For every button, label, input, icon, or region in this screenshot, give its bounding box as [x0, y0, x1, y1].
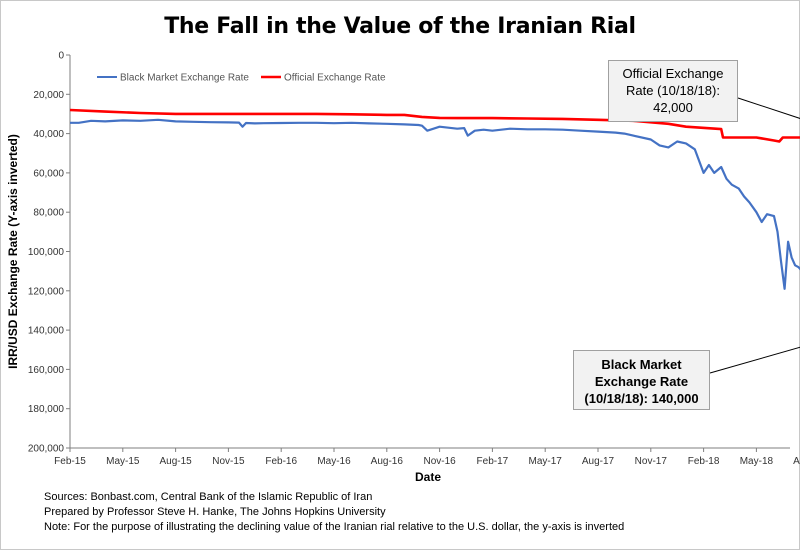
y-tick-label: 160,000	[28, 365, 65, 376]
legend: Black Market Exchange Rate Official Excha…	[97, 73, 386, 84]
y-tick-label: 100,000	[28, 247, 65, 258]
y-tick-label: 120,000	[28, 286, 65, 297]
official-callout-arrow	[737, 97, 800, 119]
legend-item-official-label: Official Exchange Rate	[284, 73, 386, 84]
y-tick-label: 200,000	[28, 444, 65, 455]
axes-layer: 0 20,000 40,000 60,000 80,000 100,000 120,000 1…	[28, 51, 800, 468]
black-market-callout-arrow	[709, 346, 800, 374]
y-tick-label: 40,000	[33, 129, 64, 140]
x-tick-label: Aug-17	[582, 456, 615, 467]
y-tick-label: 80,000	[33, 208, 64, 219]
official-rate-line	[69, 108, 800, 143]
y-tick-label: 180,000	[28, 404, 65, 415]
y-tick-label: 20,000	[33, 90, 64, 101]
footnotes: Sources: Bonbast.com, Central Bank of th…	[44, 490, 624, 535]
legend-item-black-market-label: Black Market Exchange Rate	[120, 73, 249, 84]
x-tick-label: May-16	[317, 456, 351, 467]
x-tick-label: Aug-16	[371, 456, 404, 467]
x-axis-title: Date	[415, 470, 441, 484]
sources-note: Sources: Bonbast.com, Central Bank of th…	[44, 491, 373, 503]
bm-callout-line1: Black Market	[601, 357, 682, 372]
bm-callout-line2: Exchange Rate	[594, 374, 689, 389]
x-tick-label: May-17	[529, 456, 563, 467]
x-tick-label: May-18	[740, 456, 774, 467]
axis-inverted-note: Note: For the purpose of illustrating th…	[44, 521, 625, 533]
bm-callout-line3: (10/18/18): 140,000	[584, 391, 699, 406]
y-axis-title: IRR/USD Exchange Rate (Y-axis inverted)	[6, 134, 20, 369]
x-tick-label: Aug-18	[793, 456, 800, 467]
official-callout-line2: Rate (10/18/18):	[626, 83, 720, 98]
y-tick-label: 60,000	[33, 168, 64, 179]
annotation-arrows	[709, 97, 800, 374]
x-tick-label: Nov-16	[423, 456, 456, 467]
official-callout-line3: 42,000	[653, 100, 693, 115]
x-tick-label: Feb-15	[54, 456, 86, 467]
x-tick-label: Nov-17	[635, 456, 668, 467]
x-tick-label: Feb-16	[265, 456, 297, 467]
official-callout-line1: Official Exchange	[622, 66, 724, 81]
x-tick-label: Nov-15	[212, 456, 245, 467]
y-tick-label: 0	[58, 51, 64, 62]
y-tick-label: 140,000	[28, 326, 65, 337]
official-rate-callout: Official Exchange Rate (10/18/18): 42,00…	[608, 60, 738, 122]
black-market-rate-callout: Black Market Exchange Rate (10/18/18): 1…	[573, 350, 710, 410]
chart-title: The Fall in the Value of the Iranian Ria…	[164, 14, 636, 39]
prepared-by-note: Prepared by Professor Steve H. Hanke, Th…	[44, 506, 386, 518]
x-tick-label: May-15	[106, 456, 140, 467]
x-tick-label: Feb-18	[688, 456, 720, 467]
x-tick-label: Aug-15	[159, 456, 192, 467]
x-tick-label: Feb-17	[477, 456, 509, 467]
